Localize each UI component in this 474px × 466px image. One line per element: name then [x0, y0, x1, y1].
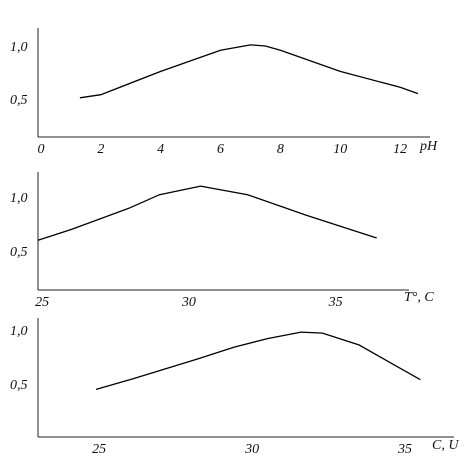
x-tick-label: 30 [244, 442, 259, 457]
x-axis-label: T°, C [404, 290, 434, 305]
x-tick-label: 10 [333, 142, 347, 157]
curve [79, 44, 419, 99]
y-tick-label: 1,0 [10, 40, 28, 55]
x-tick-label: 2 [97, 142, 104, 157]
x-tick-label: 8 [277, 142, 284, 157]
x-tick-label: 0 [37, 142, 44, 157]
x-axis-label: pH [419, 139, 438, 154]
x-tick-label: 25 [92, 442, 106, 457]
y-tick-label: 0,5 [10, 245, 28, 260]
x-tick-label: 35 [397, 442, 412, 457]
x-tick-label: 35 [328, 295, 343, 310]
y-tick-label: 1,0 [10, 191, 28, 206]
x-tick-label: 25 [35, 295, 49, 310]
x-axis-label: C, U [432, 438, 459, 453]
y-tick-label: 0,5 [10, 378, 28, 393]
x-tick-label: 30 [181, 295, 196, 310]
curve [95, 331, 421, 391]
y-tick-label: 0,5 [10, 93, 28, 108]
curve [37, 185, 377, 241]
x-tick-label: 4 [157, 142, 164, 157]
x-tick-label: 12 [393, 142, 407, 157]
x-tick-label: 6 [217, 142, 224, 157]
y-tick-label: 1,0 [10, 324, 28, 339]
